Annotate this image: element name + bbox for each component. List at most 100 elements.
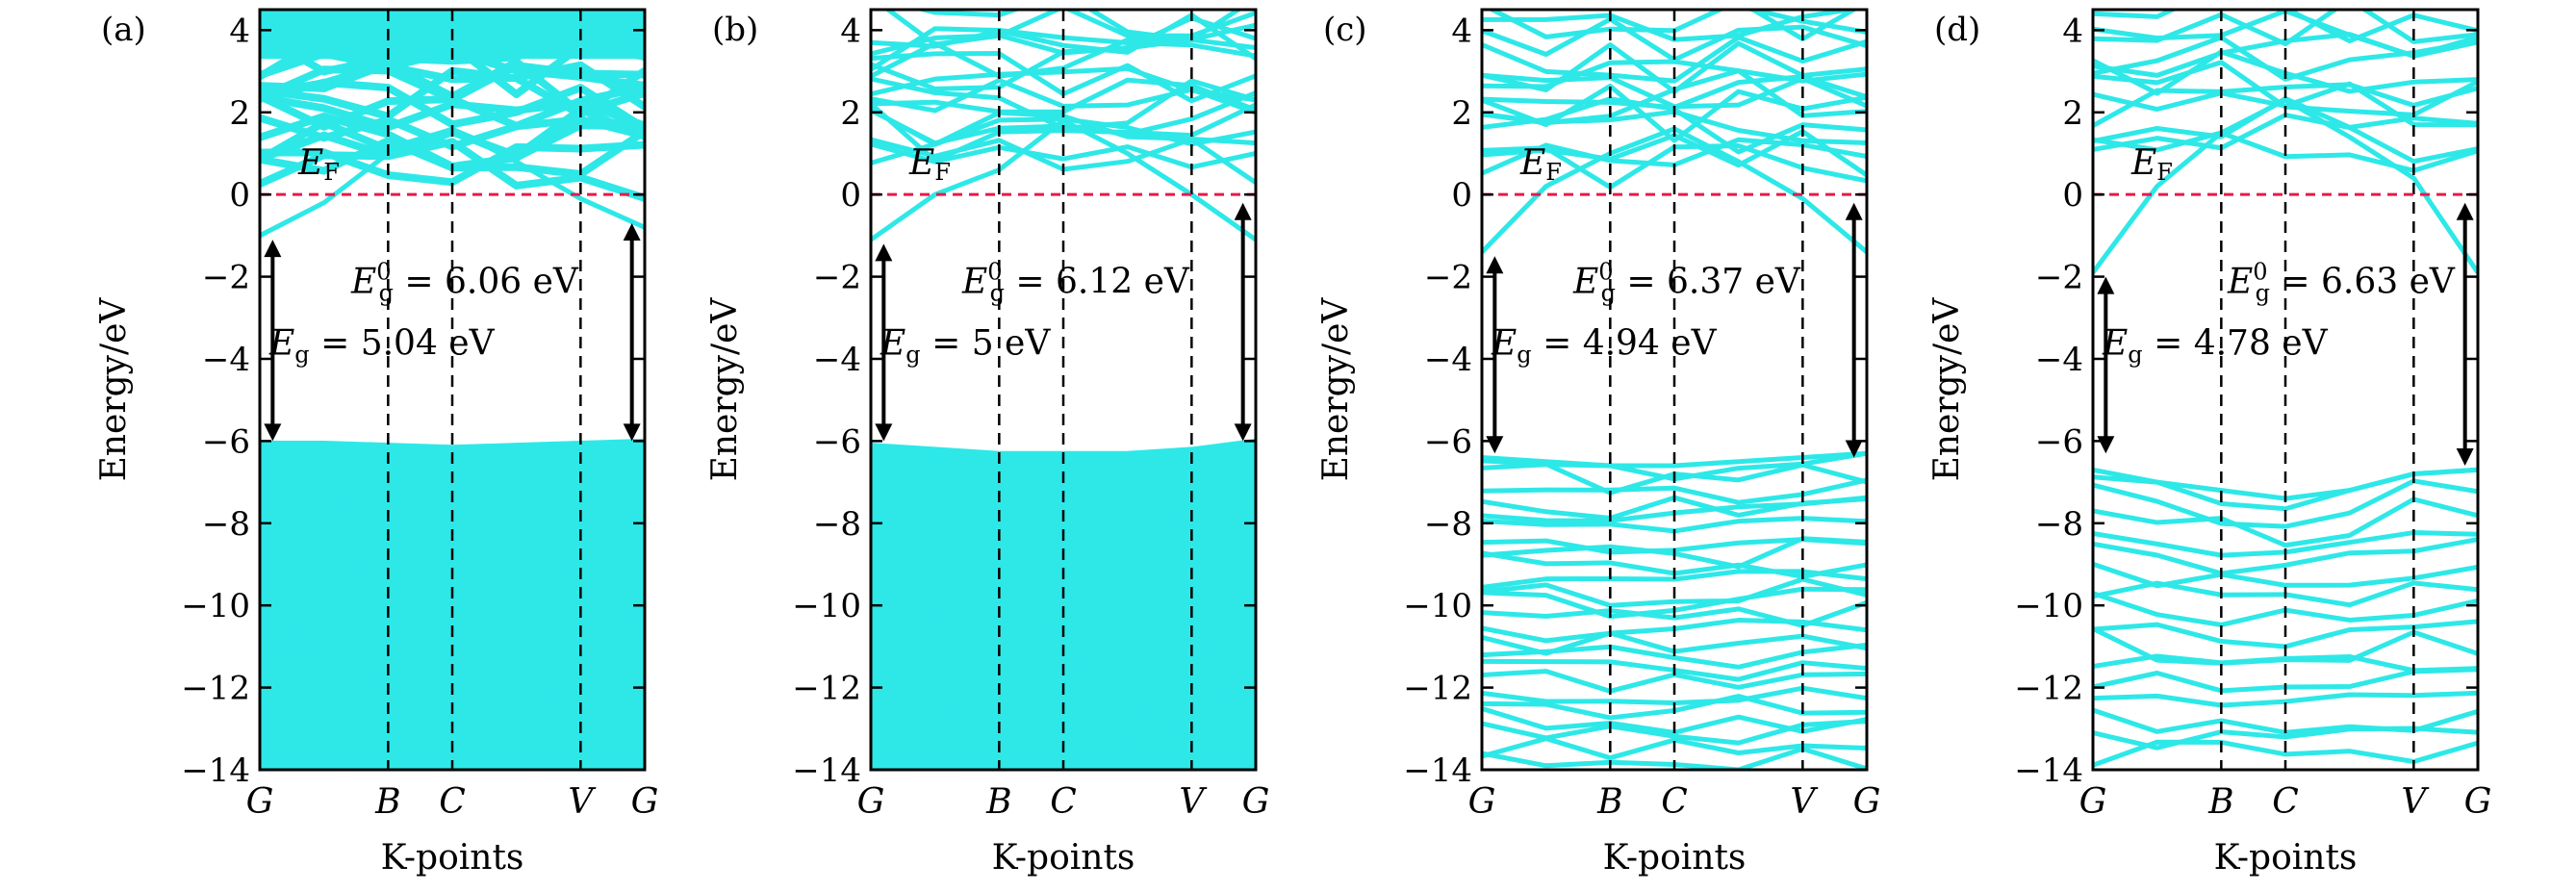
indirect-gap-arrow-head-top: [1486, 256, 1504, 274]
valence-band-line: [260, 715, 645, 735]
k-point-label: C: [2272, 782, 2299, 822]
y-tick-label: 0: [2062, 176, 2083, 215]
conduction-band-line: [1482, 16, 1867, 63]
indirect-gap-label: Eg = 5 eV: [880, 324, 1051, 369]
direct-gap-arrow-head-top: [1845, 202, 1863, 220]
k-point-label: V: [2401, 782, 2430, 822]
y-tick-label: −6: [2035, 422, 2083, 461]
indirect-gap-arrow-head-bottom: [875, 423, 893, 442]
y-tick-label: 4: [840, 12, 861, 50]
y-tick-label: −10: [1403, 587, 1472, 625]
y-tick-label: −4: [2035, 341, 2083, 379]
y-tick-label: −8: [2035, 505, 2083, 544]
valence-band-line: [260, 709, 645, 727]
y-tick-label: −4: [1424, 341, 1472, 379]
fermi-label: EF: [297, 143, 340, 186]
k-point-label: B: [2207, 782, 2233, 822]
panel-c: 420−2−4−6−8−10−12−14G B C V GK-pointsEnergy/…: [1316, 8, 1880, 878]
fermi-crossing-band: [871, 117, 1256, 242]
indirect-gap-label: Eg = 5.04 eV: [268, 324, 496, 369]
fermi-label: EF: [1519, 143, 1562, 186]
y-tick-label: −14: [1403, 751, 1472, 790]
direct-gap-arrow-head-bottom: [2456, 448, 2474, 466]
k-point-label: V: [1179, 782, 1208, 822]
panel-d: 420−2−4−6−8−10−12−14G B C V GK-pointsEnergy/…: [1927, 8, 2492, 878]
direct-gap-label: E0 g = 6.37 eV: [1572, 259, 1801, 307]
y-tick-label: 4: [1451, 12, 1472, 50]
y-tick-label: −4: [813, 341, 861, 379]
axes-frame: [2091, 8, 2480, 772]
y-tick-label: −14: [181, 751, 250, 790]
k-point-label: G: [2079, 782, 2107, 822]
y-tick-label: −2: [2035, 259, 2083, 297]
k-point-label: G: [2464, 782, 2492, 822]
direct-gap-arrow-head-bottom: [1845, 440, 1863, 458]
y-tick-label: −14: [792, 751, 861, 790]
valence-band-line: [260, 577, 645, 600]
panel-b: 420−2−4−6−8−10−12−14G B C V GK-pointsEnergy/…: [705, 8, 1270, 878]
y-tick-label: −2: [202, 259, 250, 297]
y-axis-title: Energy/eV: [705, 297, 745, 482]
indirect-gap-arrow-head-top: [2097, 276, 2115, 294]
y-tick-label: 0: [1451, 176, 1472, 215]
y-tick-label: 2: [2062, 94, 2083, 133]
panel-tag: (a): [101, 11, 146, 49]
y-axis-title: Energy/eV: [1927, 297, 1967, 482]
y-tick-label: 2: [229, 94, 250, 133]
direct-gap-arrow-head-bottom: [1234, 423, 1252, 442]
y-tick-label: −12: [181, 670, 250, 708]
direct-gap-label: E0 g = 6.12 eV: [961, 259, 1190, 307]
y-tick-label: −6: [1424, 422, 1472, 461]
y-tick-label: 0: [840, 176, 861, 215]
indirect-gap-arrow-head-bottom: [2097, 436, 2115, 454]
y-tick-label: −8: [1424, 505, 1472, 544]
y-tick-label: −8: [813, 505, 861, 544]
x-axis-title: K-points: [1603, 838, 1747, 878]
conduction-band-line: [1743, 10, 1867, 35]
panel-tag: (d): [1934, 11, 1980, 49]
k-point-label: G: [1242, 782, 1270, 822]
valence-band-line: [2093, 690, 2478, 708]
y-tick-label: −12: [792, 670, 861, 708]
valence-band-line: [326, 754, 645, 770]
direct-gap-arrow-head-top: [1234, 202, 1252, 220]
y-tick-label: 4: [229, 12, 250, 50]
k-point-label: G: [246, 782, 274, 822]
fermi-label: EF: [908, 143, 951, 186]
y-tick-label: −10: [792, 587, 861, 625]
y-tick-label: −6: [202, 422, 250, 461]
direct-gap-label: E0 g = 6.06 eV: [350, 259, 579, 307]
x-axis-title: K-points: [2214, 838, 2358, 878]
conduction-band-line: [2093, 10, 2478, 47]
direct-gap-arrow-head-top: [623, 223, 641, 242]
y-tick-label: −10: [181, 587, 250, 625]
x-axis-title: K-points: [992, 838, 1135, 878]
panel-tag: (b): [712, 11, 758, 49]
valence-band-line: [871, 650, 1256, 678]
y-tick-label: −10: [2014, 587, 2083, 625]
y-tick-label: 4: [2062, 12, 2083, 50]
panel-a: 420−2−4−6−8−10−12−14G B C V GK-pointsEnergy/…: [94, 8, 658, 878]
axes-frame: [869, 8, 1258, 772]
y-tick-label: −6: [813, 422, 861, 461]
y-tick-label: −14: [2014, 751, 2083, 790]
direct-gap-label: E0 g = 6.63 eV: [2227, 259, 2456, 307]
indirect-gap-arrow-head-top: [264, 240, 282, 258]
valence-band-line: [871, 498, 1256, 521]
k-point-label: C: [439, 782, 466, 822]
valence-band-line: [871, 538, 1256, 562]
y-tick-label: 2: [1451, 94, 1472, 133]
valence-band-line: [260, 733, 645, 749]
direct-gap-arrow-head-bottom: [623, 423, 641, 442]
indirect-gap-label: Eg = 4.94 eV: [1491, 324, 1718, 369]
axes-frame: [1480, 8, 1869, 772]
y-tick-label: 2: [840, 94, 861, 133]
indirect-gap-arrow-head-top: [875, 243, 893, 262]
x-axis-title: K-points: [381, 838, 524, 878]
conduction-band-line: [1482, 35, 1867, 84]
k-point-label: V: [1790, 782, 1819, 822]
y-tick-label: 0: [229, 176, 250, 215]
indirect-gap-label: Eg = 4.78 eV: [2102, 324, 2329, 369]
k-point-label: B: [1596, 782, 1622, 822]
